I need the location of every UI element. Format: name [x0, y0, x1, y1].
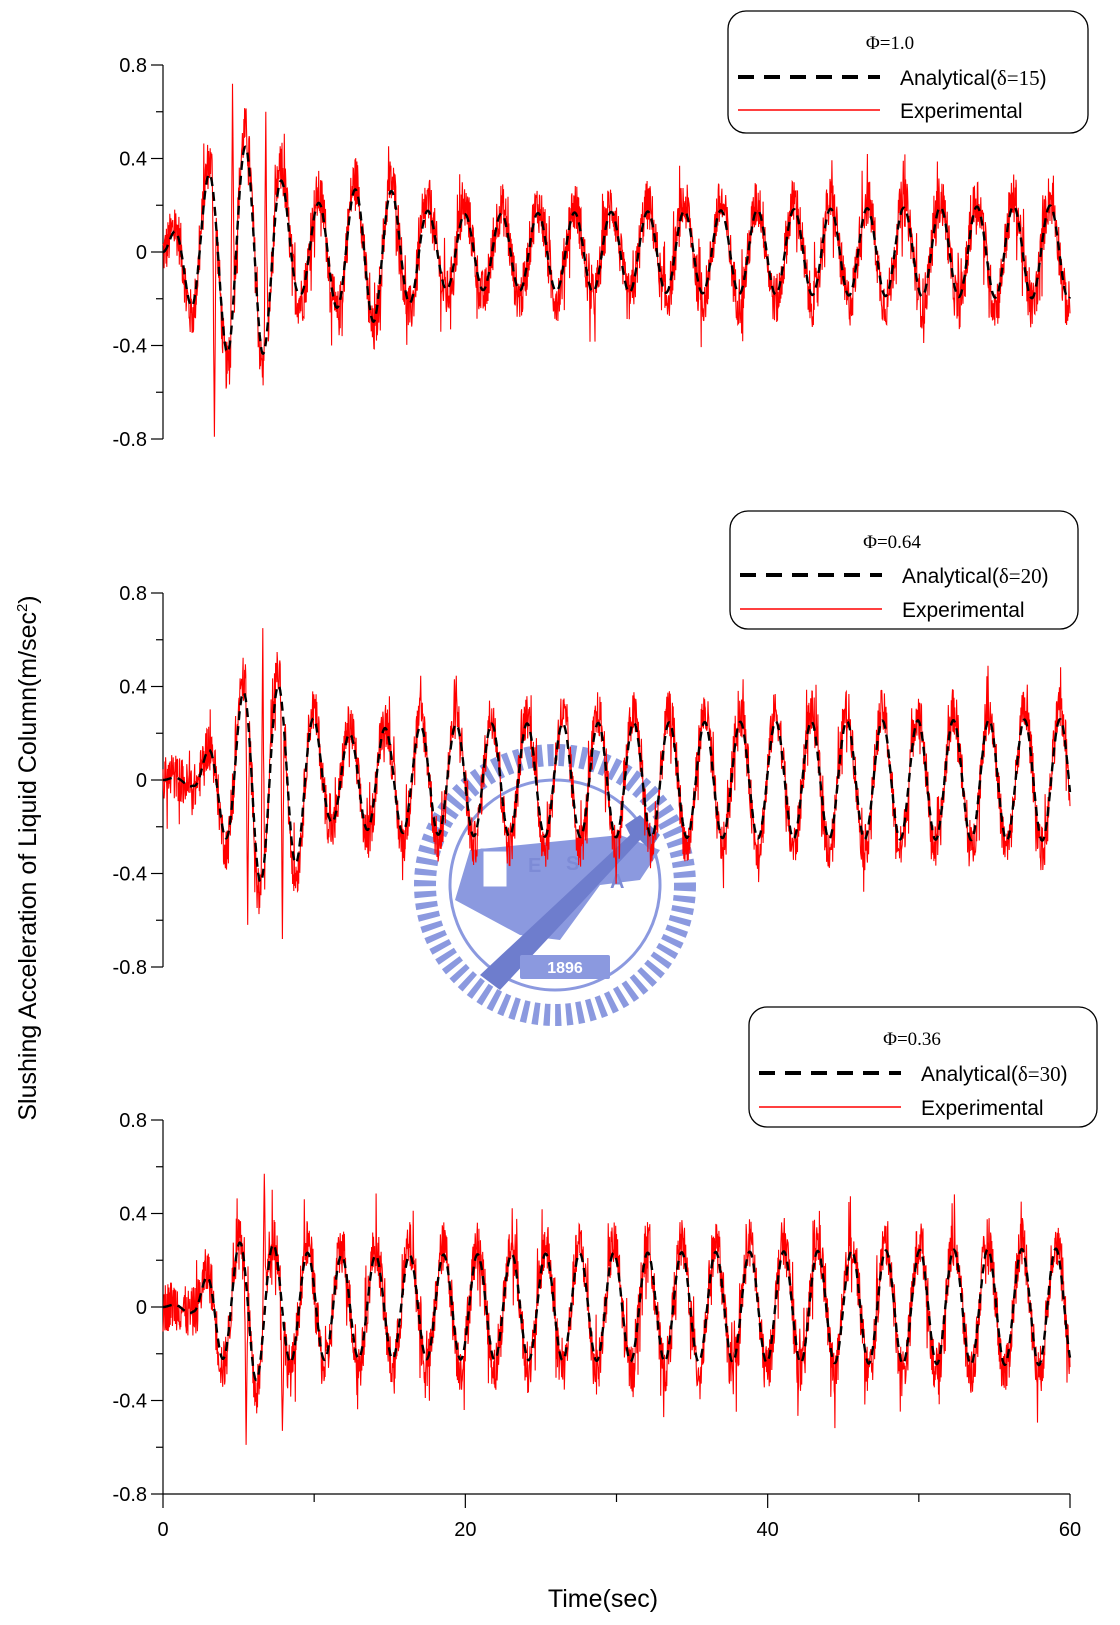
panel-2-legend-analytical: Analytical(δ=20) [902, 564, 1049, 588]
panel-3-y-tick-label: -0.8 [113, 1484, 147, 1506]
panel-2-legend-title: Φ=0.64 [863, 532, 921, 553]
panel-2-y-tick-label: -0.4 [113, 864, 147, 886]
panel-3-legend: Φ=0.36 Analytical(δ=30) Experimental [748, 1006, 1098, 1128]
panel-2-analytical-line [163, 684, 1072, 884]
panel-1-analytical-series [162, 145, 1072, 356]
x-axis: 0 20 40 60 [157, 1493, 1081, 1541]
watermark-seal: E S A 1896 [414, 744, 696, 1026]
x-tick-label: 20 [454, 1519, 476, 1541]
panel-2-experimental-line [162, 628, 1071, 940]
panel-1-legend-title: Φ=1.0 [866, 33, 914, 54]
panel-1-y-tick-label: 0.4 [119, 149, 147, 171]
panel-3-legend-experimental: Experimental [921, 1097, 1044, 1120]
panel-3-analytical-line [163, 1241, 1072, 1382]
panel-2: 0.8 0.4 0 -0.4 -0.8 Φ=0.64 Analytical(δ=20) … [113, 510, 1079, 979]
x-tick-label: 0 [157, 1519, 168, 1541]
panel-1-analytical-line [162, 145, 1072, 356]
panel-1-legend-box [727, 10, 1089, 134]
x-tick-label: 40 [757, 1519, 779, 1541]
panel-1-y-tick-label: -0.4 [113, 336, 147, 358]
panel-2-experimental-series [162, 628, 1071, 940]
panel-1-y-tick-label: 0.8 [119, 55, 147, 77]
watermark-letter-s: S [566, 853, 579, 875]
panel-2-axes: 0.8 0.4 0 -0.4 -0.8 [113, 583, 164, 979]
panel-3-legend-box [748, 1006, 1098, 1128]
panel-1-legend: Φ=1.0 Analytical(δ=15) Experimental [727, 10, 1089, 134]
x-tick-label: 60 [1059, 1519, 1081, 1541]
panel-3: 0.8 0.4 0 -0.4 -0.8 Φ=0.36 Analytical(δ=30) … [113, 1006, 1098, 1506]
panel-3-legend-title: Φ=0.36 [883, 1029, 941, 1050]
panel-2-analytical-series [163, 684, 1072, 884]
watermark-letter-e: E [528, 855, 541, 877]
panel-2-legend-experimental: Experimental [902, 599, 1025, 622]
panel-3-axes: 0.8 0.4 0 -0.4 -0.8 [113, 1110, 164, 1506]
panel-2-legend: Φ=0.64 Analytical(δ=20) Experimental [729, 510, 1079, 630]
panel-1-y-tick-label: -0.8 [113, 429, 147, 451]
panel-2-y-tick-label: 0.4 [119, 677, 147, 699]
panel-2-y-tick-label: -0.8 [113, 957, 147, 979]
panel-1-y-tick-label: 0 [136, 242, 147, 264]
panel-3-y-tick-label: 0.4 [119, 1204, 147, 1226]
watermark-book [480, 848, 510, 890]
panel-3-experimental-line [162, 1173, 1071, 1445]
panel-3-experimental-series [162, 1173, 1071, 1445]
y-axis-title: Slushing Acceleration of Liquid Column(m… [14, 595, 42, 1120]
watermark-year: 1896 [547, 960, 583, 977]
watermark-year-plate [520, 955, 610, 979]
panel-2-y-tick-label: 0 [136, 770, 147, 792]
panel-3-legend-analytical: Analytical(δ=30) [921, 1062, 1068, 1086]
panel-1-legend-experimental: Experimental [900, 100, 1023, 123]
panel-1-experimental-line [162, 83, 1071, 437]
panel-3-y-tick-label: 0 [136, 1297, 147, 1319]
panel-1: 0.8 0.4 0 -0.4 -0.8 Φ=1.0 Analytical(δ=15) E… [113, 10, 1089, 451]
x-axis-title: Time(sec) [548, 1585, 658, 1613]
panel-2-legend-box [729, 510, 1079, 630]
watermark-outer-ring [414, 744, 696, 1026]
panel-1-axes: 0.8 0.4 0 -0.4 -0.8 [113, 55, 164, 451]
watermark-letter-a: A [610, 871, 624, 893]
panel-3-analytical-series [163, 1241, 1072, 1382]
panel-1-experimental-series [162, 83, 1071, 437]
panel-2-y-tick-label: 0.8 [119, 583, 147, 605]
panel-3-y-tick-label: -0.4 [113, 1391, 147, 1413]
panel-3-y-tick-label: 0.8 [119, 1110, 147, 1132]
panel-1-legend-analytical: Analytical(δ=15) [900, 66, 1047, 90]
